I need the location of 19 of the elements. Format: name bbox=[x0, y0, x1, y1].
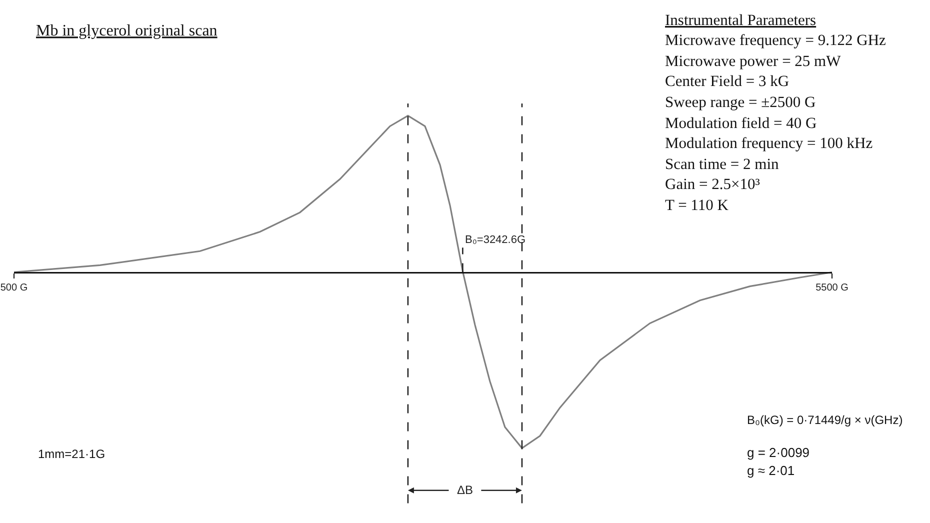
annotation: Modulation frequency = 100 kHz bbox=[665, 135, 873, 152]
text: Sweep range = ±2500 G bbox=[665, 94, 816, 111]
text: Center Field = 3 kG bbox=[665, 73, 790, 90]
annotation: Gain = 2.5×10³ bbox=[665, 176, 760, 193]
chart-title: Mb in glycerol original scan bbox=[36, 22, 218, 40]
annotation: Scan time = 2 min bbox=[665, 156, 780, 173]
annotation: B₀(kG) = 0·71449/g × ν(GHz) bbox=[747, 413, 903, 427]
annotation: 1mm=21·1G bbox=[38, 447, 106, 461]
text: Instrumental Parameters bbox=[665, 12, 816, 29]
text: g ≈ 2·01 bbox=[747, 463, 795, 478]
text: Microwave frequency = 9.122 GHz bbox=[665, 32, 886, 49]
annotation: T = 110 K bbox=[665, 197, 730, 214]
x-tick-label: 5500 G bbox=[816, 282, 849, 294]
annotation: Modulation field = 40 G bbox=[665, 115, 817, 132]
x-tick-label: 500 G bbox=[0, 282, 28, 294]
ref-line-label: B₀=3242.6G bbox=[465, 234, 526, 246]
text: ΔB bbox=[457, 483, 474, 497]
text: Microwave power = 25 mW bbox=[665, 53, 842, 70]
annotation: g = 2·0099 bbox=[747, 445, 810, 460]
